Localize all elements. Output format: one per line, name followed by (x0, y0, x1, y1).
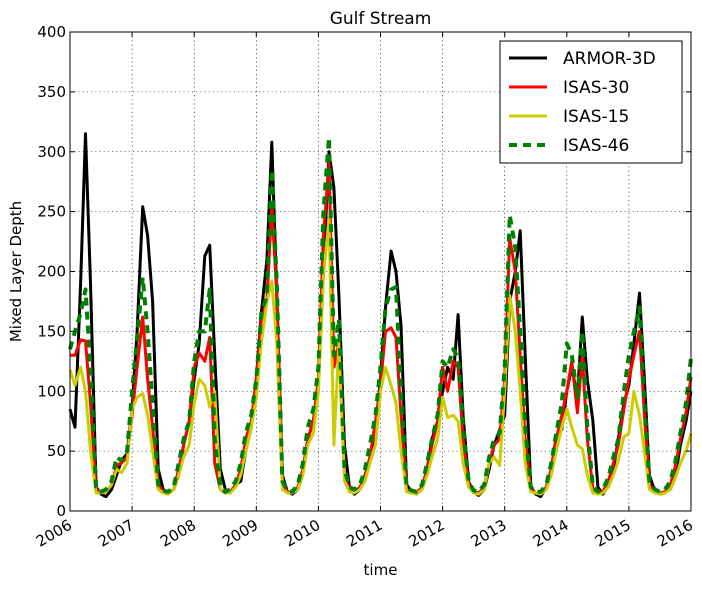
x-tick-label: 2014 (530, 516, 572, 551)
y-tick-label: 100 (37, 382, 66, 400)
x-tick-label: 2015 (592, 516, 634, 551)
x-tick-label: 2013 (468, 516, 510, 551)
legend-label-armor-3d: ARMOR-3D (563, 49, 656, 69)
y-tick-label: 350 (37, 83, 66, 101)
y-tick-label: 250 (37, 203, 66, 221)
x-tick-label: 2006 (33, 516, 75, 551)
series-line-isas-46 (68, 135, 693, 494)
x-tick-label: 2016 (654, 516, 696, 551)
x-tick-label: 2008 (157, 516, 199, 551)
chart-title: Gulf Stream (330, 9, 432, 29)
legend-label-isas-15: ISAS-15 (563, 107, 629, 127)
x-tick-label: 2011 (343, 516, 385, 551)
legend-label-isas-46: ISAS-46 (563, 136, 629, 156)
x-tick-label: 2007 (95, 516, 137, 551)
y-tick-label: 150 (37, 322, 66, 340)
y-axis-label: Mixed Layer Depth (7, 201, 25, 342)
series-lines (68, 132, 693, 499)
x-axis-label: time (364, 561, 398, 579)
y-tick-label: 50 (47, 442, 66, 460)
series-line-isas-15 (68, 216, 693, 496)
legend: ARMOR-3D ISAS-30 ISAS-15 ISAS-46 (499, 40, 683, 164)
y-tick-label: 200 (37, 263, 66, 281)
y-tick-label: 400 (37, 23, 66, 41)
x-tick-label: 2012 (406, 516, 448, 551)
legend-box (499, 40, 683, 164)
y-tick-label: 0 (56, 502, 66, 520)
legend-label-isas-30: ISAS-30 (563, 78, 629, 98)
x-tick-label: 2009 (219, 516, 261, 551)
y-tick-label: 300 (37, 143, 66, 161)
x-tick-label: 2010 (281, 516, 323, 551)
